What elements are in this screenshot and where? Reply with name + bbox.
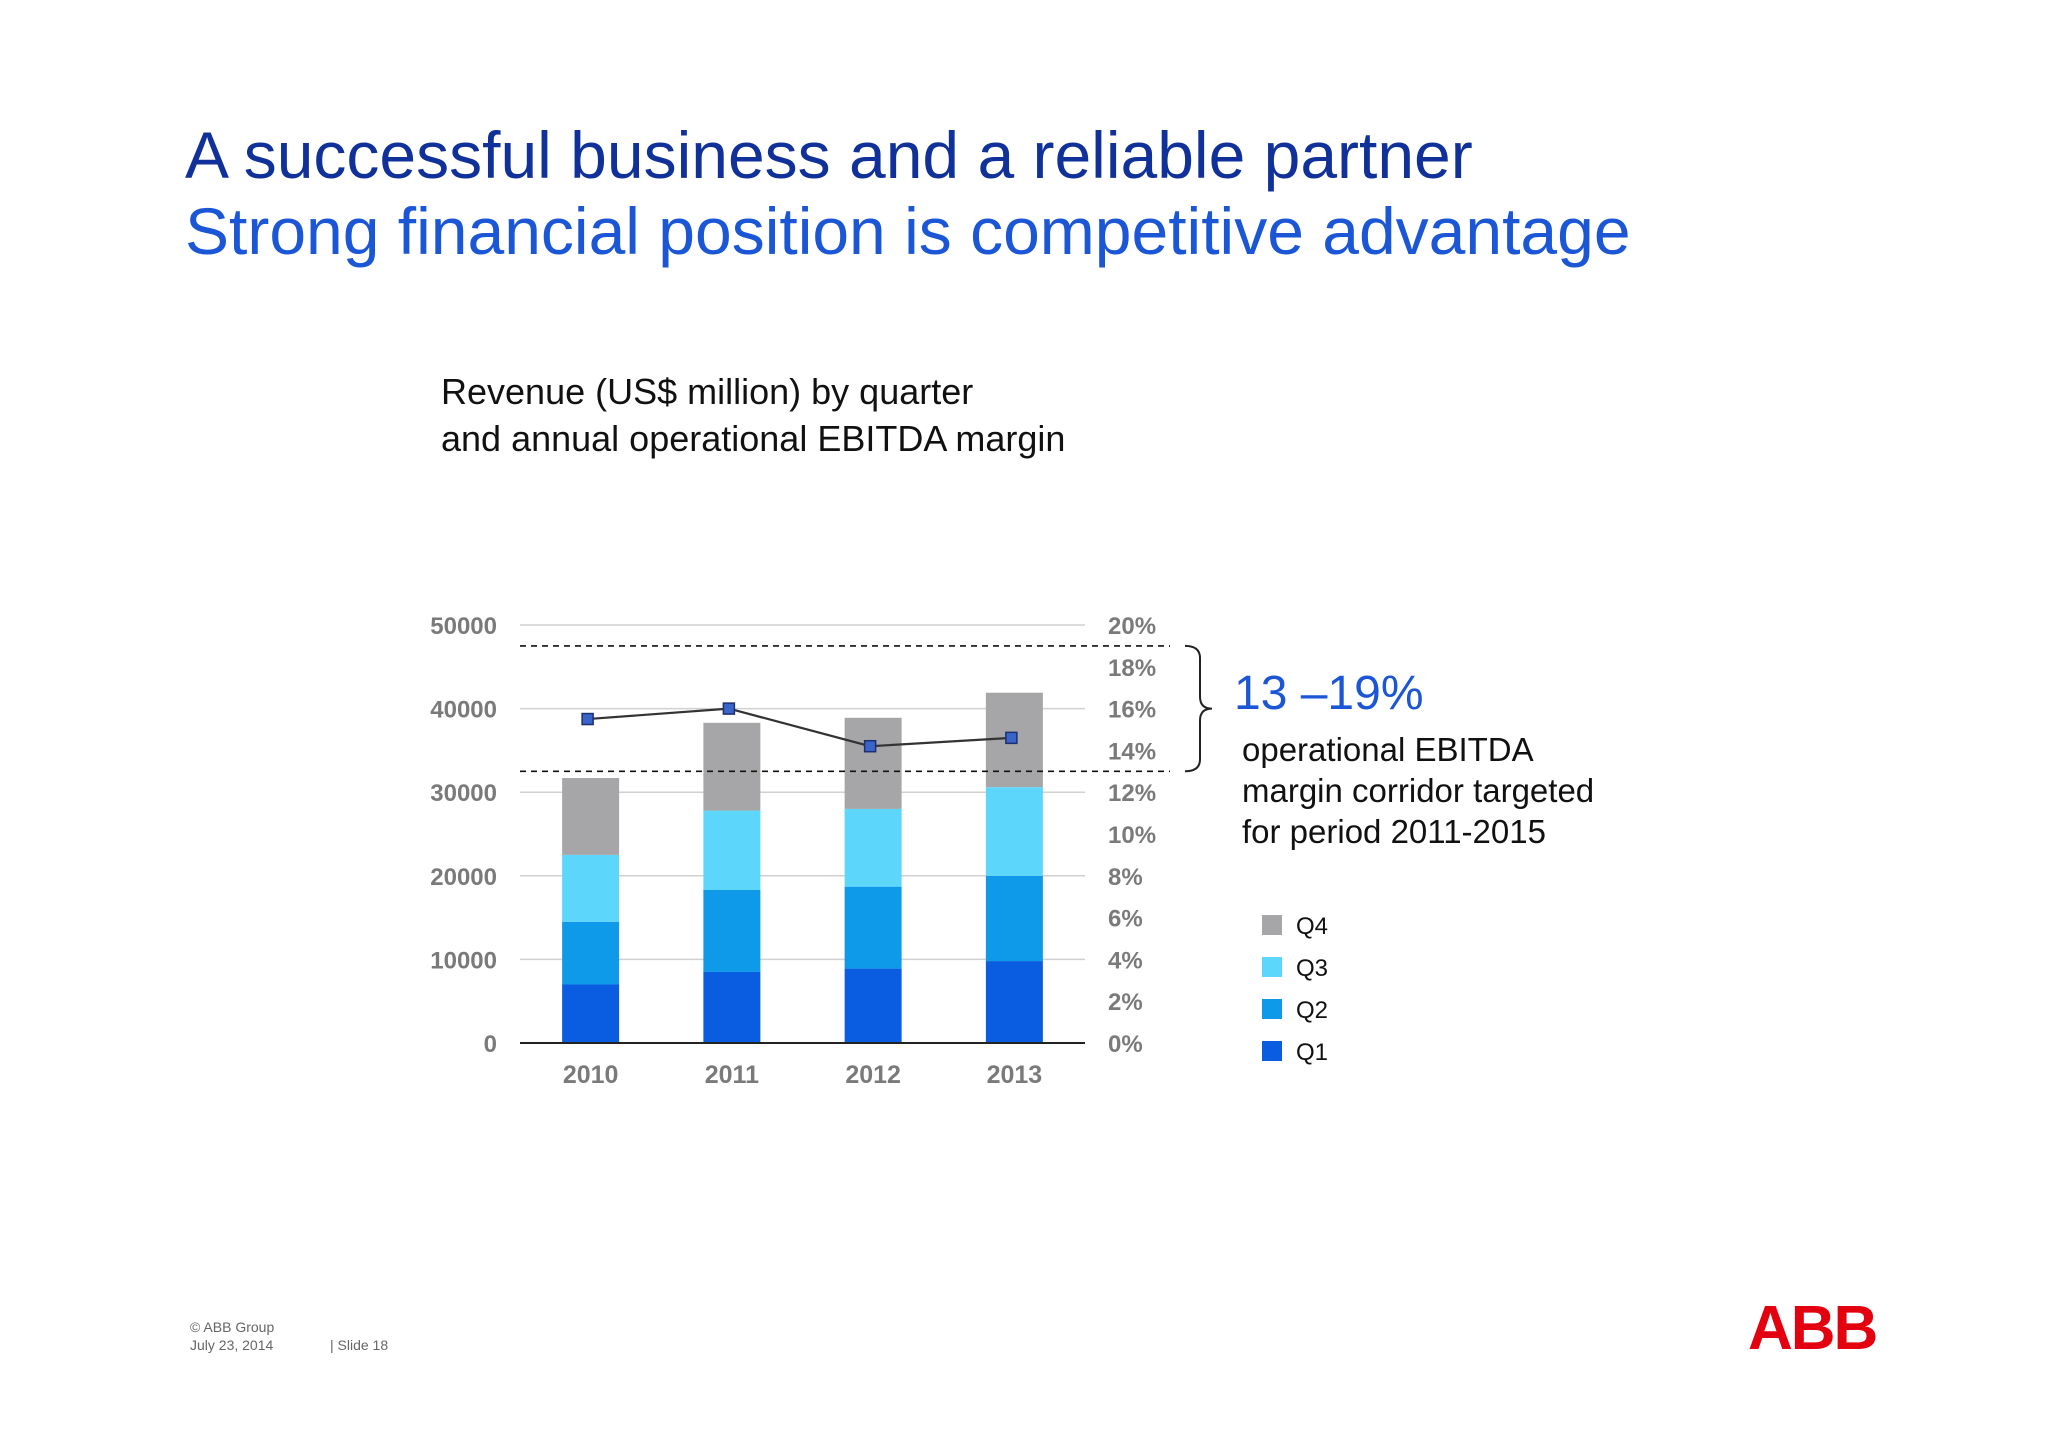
y-tick-label: 40000 [430,697,497,724]
corridor-brace [1184,644,1213,773]
bar-q3-2010 [562,854,620,922]
bar-q1-2012 [844,968,902,1043]
bar-q2-2012 [844,886,902,969]
legend-label-q1: Q1 [1296,1039,1328,1066]
y2-tick-label: 20% [1108,613,1156,640]
bar-q3-2011 [703,810,761,891]
ebitda-margin-point-2011 [722,702,736,715]
legend-label-q2: Q2 [1296,997,1328,1024]
slide-title: A successful business and a reliable par… [185,118,1473,192]
bar-q4-2012 [844,717,902,809]
ebitda-margin-line [587,707,1012,748]
y2-tick-label: 4% [1108,947,1143,974]
y2-tick-label: 6% [1108,906,1143,933]
y-tick-label: 50000 [430,613,497,640]
bar-q3-2012 [844,808,902,887]
y2-tick-label: 16% [1108,697,1156,724]
y-tick-label: 30000 [430,780,497,807]
legend-label-q3: Q3 [1296,955,1328,982]
ebitda-corridor-line-1: operational EBITDA [1242,731,1534,768]
footer: © ABB Group July 23, 2014 [190,1318,274,1354]
legend-swatch-q4 [1262,915,1282,935]
y-tick-label: 10000 [430,947,497,974]
ebitda-margin-point-2010 [581,712,594,726]
legend-swatch-q3 [1262,957,1282,977]
bar-q2-2011 [703,890,761,972]
bar-q1-2011 [703,971,761,1043]
bar-q1-2010 [562,984,620,1043]
legend-swatch-q2 [1262,999,1282,1019]
y2-tick-label: 0% [1108,1031,1143,1058]
y2-tick-label: 12% [1108,780,1156,807]
y2-tick-label: 10% [1108,822,1156,849]
y-tick-label: 20000 [430,864,497,891]
ebitda-corridor-line-2: margin corridor targeted [1242,772,1595,809]
bar-q3-2013 [985,787,1043,876]
legend-label-q4: Q4 [1296,913,1328,940]
x-tick-label: 2012 [845,1061,901,1089]
footer-slide-number: | Slide 18 [330,1337,389,1353]
chart-title-line-1: Revenue (US$ million) by quarter [441,371,974,412]
ebitda-corridor-line-3: for period 2011-2015 [1242,813,1546,850]
footer-copyright: © ABB Group [190,1319,275,1335]
bar-q4-2011 [703,722,761,811]
bar-q4-2010 [562,777,620,855]
chart-title: Revenue (US$ million) by quarter and ann… [441,368,1065,462]
chart-title-line-2: and annual operational EBITDA margin [441,418,1066,459]
y-tick-label: 0 [484,1031,497,1058]
y2-tick-label: 18% [1108,655,1156,682]
abb-logo: ABB [1748,1294,1878,1363]
y2-tick-label: 14% [1108,738,1156,765]
x-tick-label: 2011 [705,1061,759,1089]
ebitda-corridor-description: operational EBITDA margin corridor targe… [1242,729,1594,852]
footer-date: July 23, 2014 [190,1337,274,1353]
ebitda-margin-point-2013 [1005,731,1018,745]
slide-subtitle: Strong financial position is competitive… [185,194,1631,268]
y2-tick-label: 8% [1108,864,1143,891]
bar-q2-2013 [985,875,1043,962]
x-tick-label: 2010 [563,1061,619,1089]
bar-q1-2013 [985,961,1043,1043]
ebitda-corridor-range: 13 –19% [1234,667,1424,720]
x-tick-label: 2013 [987,1061,1043,1089]
y2-tick-label: 2% [1108,989,1143,1016]
ebitda-margin-point-2012 [863,739,877,753]
bar-q2-2010 [562,921,620,985]
legend-swatch-q1 [1262,1041,1282,1061]
